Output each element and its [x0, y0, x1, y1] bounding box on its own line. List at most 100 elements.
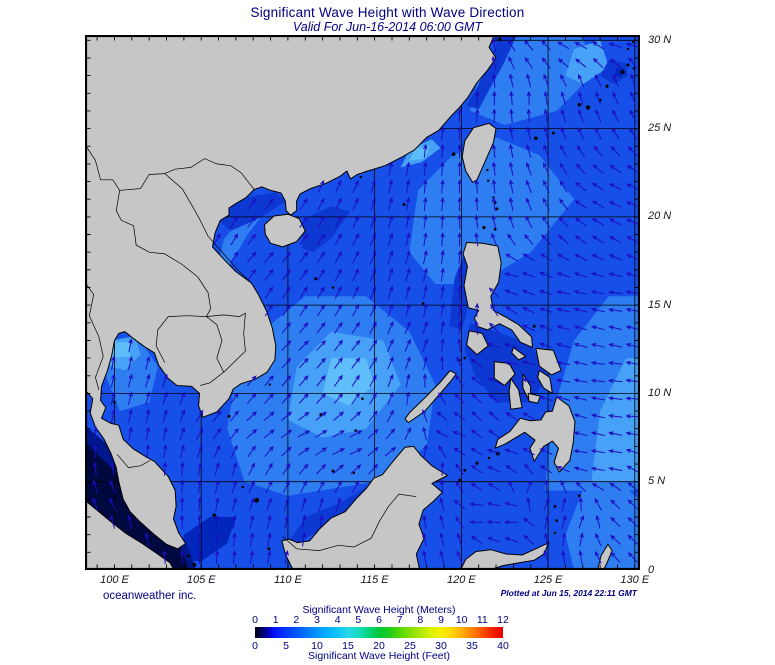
island-dot [227, 414, 231, 418]
y-axis-label: 5 N [648, 475, 666, 488]
land-negros [508, 377, 523, 410]
x-axis-label: 125 E [533, 574, 563, 586]
legend-meters-ticks: 0 1 2 3 4 5 6 7 8 9 10 11 12 [252, 614, 509, 626]
valid-time-subtitle: Valid For Jun-16-2014 06:00 GMT [292, 20, 483, 34]
land-luzon [462, 242, 533, 348]
island-dot [463, 356, 467, 360]
legend-meters-tick: 0 [252, 614, 258, 626]
land-samar [535, 347, 562, 376]
country-borders [84, 144, 417, 551]
island-dot [254, 497, 260, 503]
plotted-timestamp: Plotted at Jun 15, 2014 22:11 GMT [500, 588, 637, 598]
island-dot [314, 277, 318, 281]
island-dot [605, 84, 609, 88]
wave-direction-arrows [92, 37, 640, 565]
x-axis-label: 110 E [273, 574, 302, 586]
shade-ecs-spot-25m [565, 40, 609, 85]
island-dot [192, 562, 197, 567]
island-dot [577, 102, 582, 107]
land-taiwan [461, 122, 497, 183]
page-title: Significant Wave Height with Wave Direct… [250, 5, 525, 20]
shade-celebes-east-2m [565, 481, 640, 570]
border-china-laos-myanmar [84, 144, 165, 191]
map-edge-ticks [85, 35, 640, 570]
island-dot [268, 383, 271, 386]
island-dot [482, 225, 486, 230]
island-dot [475, 461, 479, 465]
island-dot [421, 302, 425, 305]
legend-meters-tick: 10 [455, 614, 468, 626]
island-dot [487, 179, 490, 182]
x-axis-label: 100 E [100, 574, 129, 586]
shade-gulf-thailand-3m [111, 342, 131, 359]
island-dot [186, 554, 190, 558]
land-bohol [527, 392, 541, 404]
land-polygons [84, 34, 613, 571]
legend-feet-tick: 15 [342, 640, 354, 652]
island-dot [212, 513, 216, 518]
land-asia-mainland [84, 34, 497, 550]
x-axis-label: 115 E [360, 574, 389, 586]
shade-china-coast-low [466, 35, 517, 110]
legend-feet-tick: 20 [373, 640, 385, 652]
shade-riau-calm2 [180, 517, 236, 562]
y-axis-label: 25 N [648, 122, 672, 135]
x-axis-label: 130 E [620, 574, 650, 586]
island-dot [487, 456, 491, 460]
island-dot [577, 494, 581, 498]
border-laos-thailand [115, 190, 212, 317]
border-china-vietnam [164, 158, 255, 190]
map-frame [84, 34, 641, 571]
y-axis-label: 30 N [648, 33, 672, 46]
island-dot [534, 136, 538, 141]
legend-meters-title: Significant Wave Height (Meters) [302, 604, 456, 616]
island-dot [493, 227, 497, 231]
shade-east-hainan-low [301, 206, 351, 253]
y-axis-label: 10 N [648, 386, 672, 399]
map-canvas [84, 34, 641, 571]
land-sulawesi [460, 542, 550, 571]
legend-feet-tick: 0 [252, 640, 258, 652]
legend-feet-tick: 5 [283, 640, 289, 652]
island-dot [555, 519, 558, 522]
legend-meters-tick: 11 [476, 614, 488, 626]
shade-scs-bright-3m [322, 358, 375, 406]
island-dot [497, 37, 502, 42]
legend-feet-tick: 10 [311, 640, 323, 652]
legend-meters-tick: 12 [497, 614, 509, 626]
island-dot [267, 547, 271, 551]
island-dot [331, 286, 335, 289]
island-dot [352, 471, 356, 475]
island-dot [626, 63, 630, 67]
land-palawan [404, 370, 457, 424]
legend-feet-tick: 30 [435, 640, 447, 652]
colorbar [255, 627, 503, 638]
shade-luzon-strait-2m [409, 137, 575, 284]
border-laos-cambodia-vietnam [206, 312, 246, 373]
legend-meters-tick: 7 [396, 614, 403, 626]
y-axis-label: 20 N [648, 210, 672, 223]
land-hainan [264, 213, 306, 248]
island-dot [402, 203, 406, 206]
island-dot [553, 505, 557, 508]
legend-meters-tick: 6 [376, 614, 382, 626]
island-dot [354, 429, 357, 432]
border-myanmar-thailand [84, 281, 104, 390]
y-axis-label: 0 [648, 563, 655, 576]
legend-feet-title: Significant Wave Height (Feet) [307, 650, 450, 662]
island-dot [458, 478, 461, 482]
island-dot [451, 152, 456, 156]
border-cambodia-vietnam [200, 316, 225, 386]
legend-feet-ticks: 0 5 10 15 20 25 30 35 40 [252, 640, 509, 652]
island-dot [626, 47, 630, 51]
land-mindoro [466, 330, 489, 356]
island-dot [551, 131, 555, 135]
legend-feet-tick: 25 [404, 640, 416, 652]
border-malaysia-indonesia-borneo [282, 493, 417, 551]
island-dot [532, 324, 536, 328]
legend-feet-tick: 40 [497, 640, 509, 652]
legend-meters-tick: 5 [355, 614, 362, 626]
legend-meters-tick: 9 [438, 614, 444, 626]
island-dot [495, 207, 499, 211]
